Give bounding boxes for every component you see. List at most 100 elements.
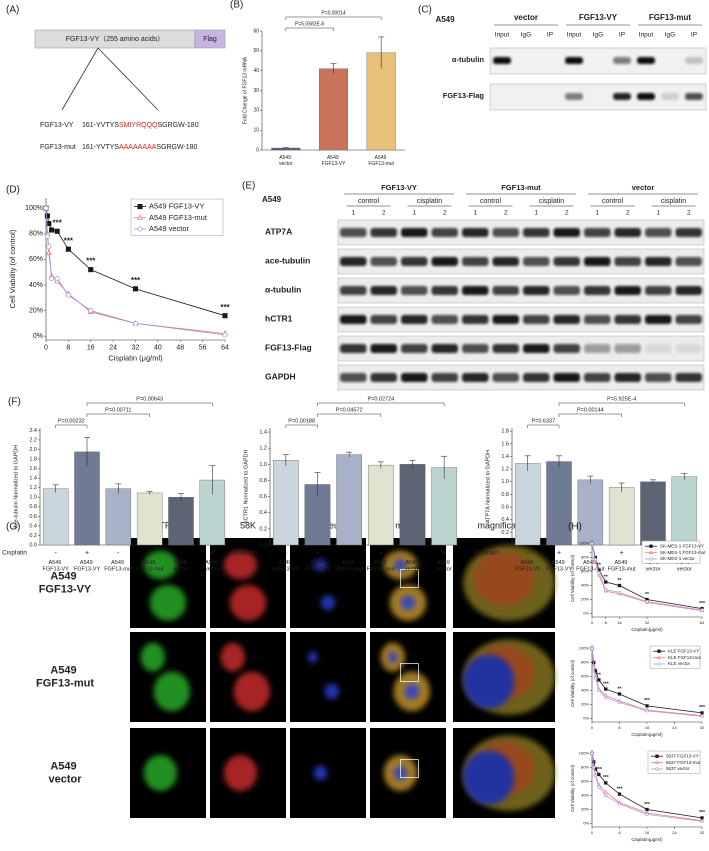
x-tick-label: A549 FGF13-mut [576,560,605,572]
marker [597,785,601,789]
y-tick-label: 0.8 [29,504,37,510]
blot [337,248,705,275]
bar [42,488,69,546]
marker [604,695,608,700]
row-label: A549 FGF13-VY [39,570,92,595]
x-tick-label: 56 [199,345,207,352]
x-tick-line: A549 [520,560,534,566]
row-label-line: FGF13-mut [36,678,94,690]
band [614,257,641,266]
annotation: *** [64,236,74,245]
y-axis-label: hCTR1 Normalized to GAPDH [243,449,249,523]
marker [132,320,139,326]
marker [603,789,608,794]
bar [577,479,604,546]
cell [153,671,191,712]
x-tick-label: 64 [700,620,705,625]
legend-label: SK-MES-1 FGF13-VY [660,543,704,548]
p-value: P=5.0582E-6 [295,21,325,27]
panel-label: (G) [6,522,20,533]
x-tick-label: A549 vector [646,560,661,572]
band [584,286,611,295]
row-label: hCTR1 [265,313,293,323]
y-tick-label: 20 [253,108,259,114]
x-tick-line: A549 [279,560,293,566]
zoom-box [400,569,419,588]
x-tick-line: FGF13-VY [43,567,70,573]
bar [105,488,132,546]
lane-label: 2 [626,210,630,217]
y-axis-label: Fold Change of FGF13 mRNA [242,56,248,124]
cell [140,642,165,672]
marker [655,767,659,771]
cisplatin-sign: - [411,550,414,557]
lane-label: 2 [443,210,447,217]
marker [592,765,596,770]
band [492,286,519,295]
blot [337,219,705,246]
lane-label: 2 [382,210,386,217]
annotation: *** [53,218,63,227]
x-tick-label: A549 FGF13-mut [104,560,133,572]
cisplatin-sign: + [620,550,624,557]
x-tick-line: A549 [80,560,94,566]
bracket [86,402,213,406]
marker [49,227,55,233]
y-tick-label: 1.0 [501,479,509,485]
band [340,286,367,295]
band [645,286,672,295]
band [584,315,611,324]
marker [136,214,144,220]
annotation: *** [86,257,96,266]
nucleus [324,683,340,700]
annotation: *** [596,767,602,773]
band [675,228,702,237]
y-tick-label: 1.6 [29,466,37,472]
annotation: *** [644,698,650,704]
cisplatin-sign: + [379,550,383,557]
y-tick-label: 1.6 [501,441,509,447]
blot [337,335,705,362]
annotation: *** [699,810,705,816]
band [431,315,458,324]
group-label: vector [514,13,538,22]
y-tick-label: 80% [581,555,589,560]
row-label: FGF13-Flag [265,342,312,352]
lane-label: 2 [565,210,569,217]
x-tick-line: A549 [279,155,292,161]
band [462,257,489,266]
blot [337,306,705,333]
band [523,228,550,237]
cell [233,671,271,712]
sequence-motif: SMIYRQQQ [119,122,158,129]
column-header: 58K [240,520,256,530]
x-tick-line: vector [174,567,189,573]
bar [640,481,666,546]
condition-label: control [480,198,501,205]
p-value: P=0.00014 [321,10,346,16]
marker [617,692,622,696]
band [614,286,641,295]
zoom-line [97,47,159,111]
protein-name: FGF13-VY（255 amino acids） [66,35,164,43]
x-tick-line: vector [646,567,661,573]
x-tick-line: A549 [437,560,451,566]
x-tick-line: FGF13-mut [104,567,133,573]
x-tick-label: A549 FGF13-mut [335,560,364,572]
cell [229,584,267,621]
bar [546,461,572,546]
x-tick-label: 8 [66,345,70,352]
band [431,257,458,266]
band [370,315,397,324]
lane-label: 1 [534,210,538,217]
x-tick-label: A549 FGF13-mut [136,560,165,572]
marker [597,571,601,575]
band [370,344,397,353]
lane-label: IgG [593,32,603,39]
cell [223,550,258,580]
lane-label: 1 [351,210,355,217]
marker [648,550,654,554]
x-tick-label: 8 [618,725,621,730]
panel-label: (A) [6,5,19,16]
flag-label: Flag [203,36,217,43]
